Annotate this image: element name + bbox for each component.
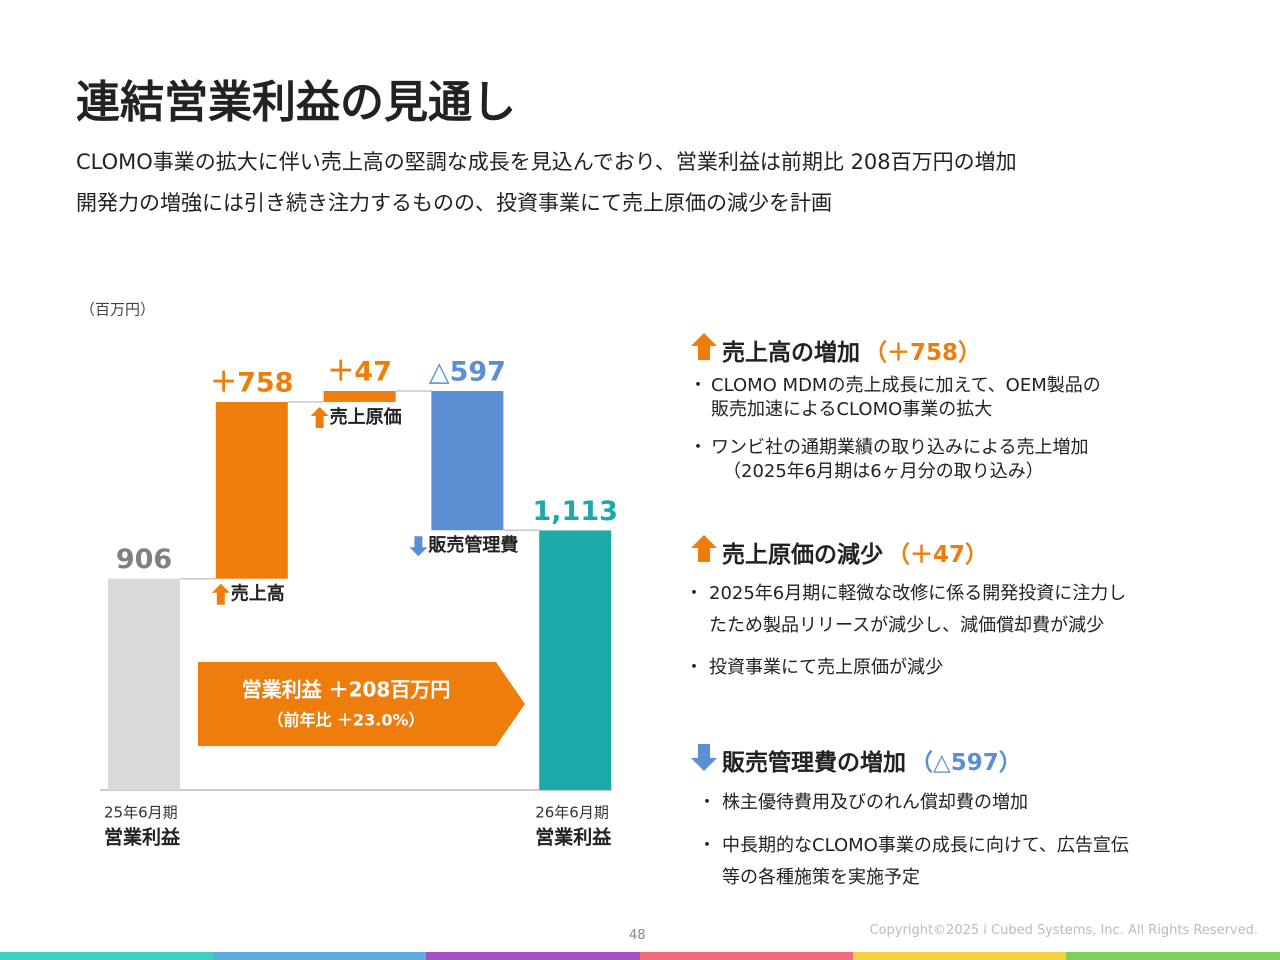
down-arrow [691,744,717,771]
bar [431,391,504,531]
bullet-text: 投資事業にて売上原価が減少 [709,657,943,678]
section-title: 売上高の増加 [722,340,860,366]
section-title: 売上原価の減少 [722,542,883,568]
value-label: 1,113 [532,496,617,527]
bullet-text: CLOMO MDMの売上成長に加えて、OEM製品の [711,375,1101,396]
banner-sub: （前年比 ＋23.0%） [267,711,424,730]
arrow [409,536,428,557]
section-amount: （＋47） [887,542,989,568]
period: 26年6月期 [535,804,609,822]
bullet-text: たため製品リリースが減少し、減価償却費が減少 [709,615,1105,636]
value-label: ＋47 [327,357,392,388]
section-amount: （△597） [910,750,1022,776]
bullet-text: ワンビ社の通期業績の取り込みによる売上増加 [711,437,1089,458]
banner [198,662,525,746]
bar [323,391,396,402]
bullet-text: 中長期的なCLOMO事業の成長に向けて、広告宣伝 [722,835,1129,856]
category: 営業利益 [535,826,612,849]
bullet-dot: ・ [689,437,707,458]
category: 売上原価 [330,406,402,428]
arrow [211,583,230,605]
banner-title: 営業利益 ＋208百万円 [242,678,451,702]
subtitle: CLOMO事業の拡大に伴い売上高の堅調な成長を見込んでおり、営業利益は前期比 2… [76,150,1017,174]
bar [108,578,180,790]
stripe [853,952,1067,960]
unit: （百万円） [80,301,155,319]
copyright: Copyright©2025 i Cubed Systems, Inc. All… [869,923,1258,938]
bullet-dot: ・ [685,657,703,678]
stripe [0,952,214,960]
period: 25年6月期 [104,804,178,822]
section-amount: （＋758） [864,340,982,366]
value-label: ＋758 [210,367,293,398]
stripe [426,952,640,960]
stripe [1066,952,1280,960]
category: 売上高 [231,583,285,605]
bullet-text: （2025年6月期は6ヶ月分の取り込み） [723,461,1044,482]
bullet-text: 等の各種施策を実施予定 [722,867,920,888]
bullet-text: 2025年6月期に軽微な改修に係る開発投資に注力し [709,583,1127,604]
bullet-dot: ・ [685,583,703,604]
value-label: △597 [429,357,506,388]
bullet-dot: ・ [698,792,716,813]
bullet-dot: ・ [689,375,707,396]
bullet-text: 販売加速によるCLOMO事業の拡大 [711,399,993,420]
stripe [213,952,427,960]
up-arrow [691,333,717,360]
subtitle: 開発力の増強には引き続き注力するものの、投資事業にて売上原価の減少を計画 [76,191,832,215]
title: 連結営業利益の見通し [76,77,516,128]
page-number: 48 [629,928,646,943]
category: 販売管理費 [428,534,518,556]
up-arrow [691,535,717,562]
section-title: 販売管理費の増加 [722,750,906,776]
value-label: 906 [116,544,172,575]
bar [539,530,612,790]
category: 営業利益 [104,826,181,849]
bar [215,401,288,579]
stripe [640,952,854,960]
bullet-text: 株主優待費用及びのれん償却費の増加 [722,792,1028,813]
bullet-dot: ・ [698,835,716,856]
arrow [310,406,329,428]
